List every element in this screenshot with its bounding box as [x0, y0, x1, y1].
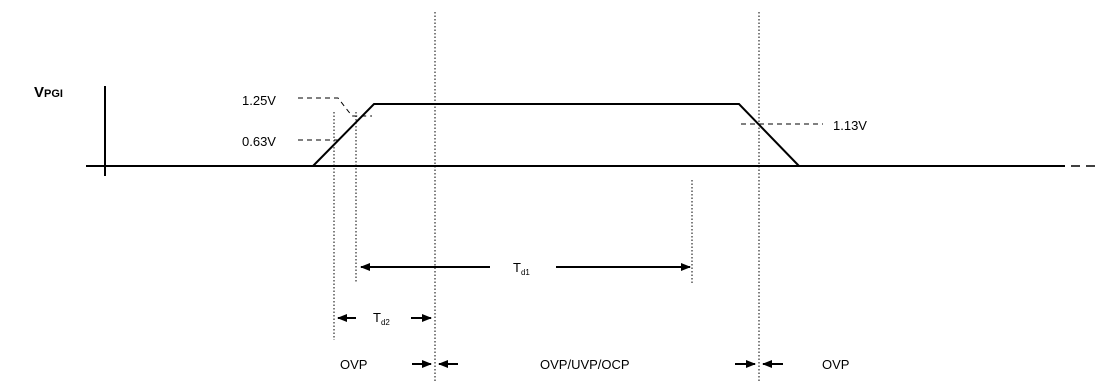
td1-label-sub: d1 — [521, 268, 530, 277]
threshold-upper-label: 1.25V — [242, 93, 276, 108]
signal-label: VPGI — [34, 84, 63, 101]
region-right-label: OVP — [822, 357, 849, 372]
signal-label-main: V — [34, 84, 44, 101]
td2-label-sub: d2 — [381, 318, 390, 327]
td2-label-main: T — [373, 310, 381, 325]
pgi-waveform — [312, 103, 800, 167]
threshold-falling-label: 1.13V — [833, 118, 867, 133]
td2-label: Td2 — [373, 310, 390, 327]
signal-label-subscript: PGI — [44, 88, 63, 100]
region-middle-label: OVP/UVP/OCP — [540, 357, 630, 372]
threshold-upper-leader — [298, 97, 372, 117]
threshold-lower-label: 0.63V — [242, 134, 276, 149]
td1-label-main: T — [513, 260, 521, 275]
region-left-label: OVP — [340, 357, 367, 372]
td1-label: Td1 — [513, 260, 530, 277]
